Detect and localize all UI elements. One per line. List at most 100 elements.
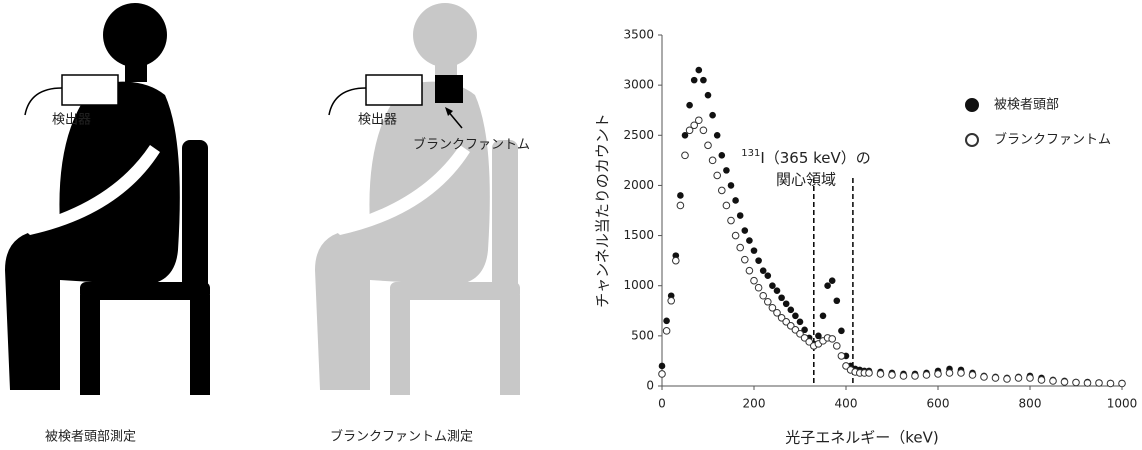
phantom-figure xyxy=(315,3,520,395)
point xyxy=(838,353,845,360)
point xyxy=(866,370,873,377)
x-tick-label: 400 xyxy=(835,397,858,411)
point xyxy=(659,371,666,378)
series xyxy=(659,67,1126,386)
point xyxy=(700,77,707,84)
point xyxy=(696,67,703,74)
point xyxy=(709,157,716,164)
point xyxy=(732,197,739,204)
point xyxy=(992,375,999,382)
phantom-label: ブランクファントム xyxy=(413,137,530,153)
point xyxy=(696,117,703,124)
x-tick-label: 0 xyxy=(658,397,666,411)
caption: ブランクファントム測定 xyxy=(330,429,473,445)
legend-label: ブランクファントム xyxy=(994,132,1111,148)
point xyxy=(737,244,744,251)
point xyxy=(769,282,776,289)
point xyxy=(663,318,670,325)
point xyxy=(877,371,884,378)
y-tick-label: 2000 xyxy=(623,178,654,192)
y-tick-label: 2500 xyxy=(623,128,654,142)
detector-label: 検出器 xyxy=(52,113,91,128)
annotation-text: I（365 keV）の xyxy=(760,149,870,167)
point xyxy=(797,319,804,326)
point xyxy=(714,132,721,139)
point xyxy=(1084,380,1091,387)
series xyxy=(659,117,1126,387)
point xyxy=(765,272,772,279)
annotation: 131I（365 keV）の xyxy=(741,148,871,167)
point xyxy=(774,287,781,294)
detector xyxy=(62,75,118,105)
chair-back xyxy=(492,140,518,300)
point xyxy=(659,363,666,370)
point xyxy=(751,247,758,254)
point xyxy=(1050,378,1057,385)
point xyxy=(691,77,698,84)
point xyxy=(755,284,762,291)
y-tick-label: 500 xyxy=(631,328,654,342)
neck xyxy=(125,62,147,82)
point xyxy=(981,374,988,381)
point xyxy=(673,257,680,264)
x-tick-label: 800 xyxy=(1019,397,1042,411)
point xyxy=(677,202,684,209)
point xyxy=(783,300,790,307)
point xyxy=(1107,380,1114,387)
detector-label: 検出器 xyxy=(358,113,397,128)
chair-leg xyxy=(500,295,520,395)
point xyxy=(824,282,831,289)
point xyxy=(742,256,749,263)
subject-figure xyxy=(5,3,210,395)
point xyxy=(1096,380,1103,387)
cable xyxy=(25,88,62,115)
head xyxy=(103,3,167,67)
page: 検出器 被検者頭部測定 検出器 ブランクファントム ブランクファントム測定 0 5… xyxy=(0,0,1142,450)
point xyxy=(834,343,841,350)
point xyxy=(788,306,795,313)
point xyxy=(765,298,772,305)
point xyxy=(1015,375,1022,382)
annotation: 関心領域 xyxy=(776,171,836,189)
point xyxy=(755,257,762,264)
point xyxy=(742,227,749,234)
chair-leg xyxy=(190,295,210,395)
y-tick-label: 1500 xyxy=(623,228,654,242)
point xyxy=(1061,379,1068,386)
point xyxy=(900,373,907,380)
point xyxy=(751,277,758,284)
figure: 検出器 被検者頭部測定 検出器 ブランクファントム ブランクファントム測定 0 5… xyxy=(0,0,1142,450)
point xyxy=(686,102,693,109)
point xyxy=(677,192,684,199)
point xyxy=(719,152,726,159)
point xyxy=(746,267,753,274)
point xyxy=(700,127,707,134)
point xyxy=(958,370,965,377)
legend-label: 被検者頭部 xyxy=(994,98,1059,113)
point xyxy=(760,267,767,274)
point xyxy=(732,232,739,239)
point xyxy=(668,297,675,304)
x-tick-label: 1000 xyxy=(1107,397,1138,411)
caption: 被検者頭部測定 xyxy=(45,430,136,445)
point xyxy=(663,328,670,335)
point xyxy=(1038,377,1045,384)
x-axis-label: 光子エネルギー（keV) xyxy=(785,429,939,447)
annotation-sup: 131 xyxy=(741,148,760,159)
chair-leg xyxy=(390,295,410,395)
point xyxy=(912,373,919,380)
point xyxy=(723,202,730,209)
point xyxy=(935,371,942,378)
point xyxy=(728,217,735,224)
y-tick-label: 1000 xyxy=(623,278,654,292)
point xyxy=(792,313,799,320)
y-axis-label: チャンネル当たりのカウント xyxy=(594,113,612,308)
chair-back xyxy=(182,140,208,300)
point xyxy=(760,292,767,299)
point xyxy=(719,187,726,194)
point xyxy=(737,212,744,219)
x-tick-label: 200 xyxy=(743,397,766,411)
point xyxy=(1004,376,1011,383)
point xyxy=(1027,375,1034,382)
